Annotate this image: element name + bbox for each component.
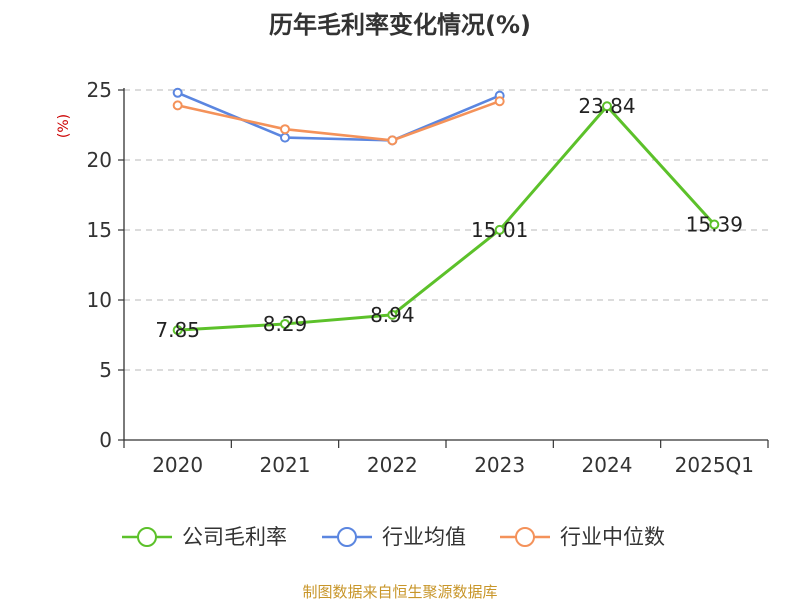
y-tick-label: 20: [87, 148, 112, 172]
data-point[interactable]: [494, 96, 505, 107]
data-label: 23.84: [578, 94, 635, 118]
data-label: 8.29: [263, 312, 308, 336]
series-line: [177, 104, 716, 332]
y-tick-label: 0: [99, 428, 112, 452]
data-label: 8.94: [370, 303, 415, 327]
data-label: 15.01: [471, 218, 528, 242]
source-note: 制图数据来自恒生聚源数据库: [302, 583, 497, 600]
axis-layer: 0 5 10 15 20 25 2020 2021 2022 2023 2024 2025Q1: [87, 78, 769, 477]
legend: 公司毛利率 行业均值 行业中位数: [122, 525, 665, 549]
x-tick-label: 2022: [367, 453, 418, 477]
data-point[interactable]: [280, 124, 290, 135]
data-label: 15.39: [686, 213, 743, 237]
legend-item[interactable]: 行业中位数: [500, 525, 665, 549]
x-tick-label: 2020: [152, 453, 203, 477]
legend-item[interactable]: 行业均值: [322, 525, 466, 549]
series-layer: [172, 87, 720, 336]
y-tick-label: 15: [87, 218, 112, 242]
data-point[interactable]: [602, 101, 612, 112]
data-point[interactable]: [709, 219, 720, 230]
data-point[interactable]: [172, 87, 183, 98]
data-point[interactable]: [387, 309, 398, 320]
legend-marker: [137, 527, 157, 547]
data-point[interactable]: [172, 325, 183, 336]
series-2: [172, 96, 505, 146]
legend-label: 行业均值: [382, 525, 466, 549]
series-0: [172, 101, 720, 336]
legend-marker: [337, 527, 357, 547]
data-point[interactable]: [280, 132, 290, 143]
x-tick-label: 2025Q1: [675, 453, 754, 477]
y-tick-label: 10: [87, 288, 112, 312]
legend-marker: [515, 527, 535, 547]
y-tick-label: 25: [87, 78, 112, 102]
legend-label: 公司毛利率: [182, 525, 287, 549]
grid-layer: [124, 89, 768, 371]
data-point[interactable]: [494, 224, 505, 235]
x-tick-label: 2023: [474, 453, 525, 477]
series-line: [177, 91, 501, 142]
x-tick-label: 2021: [260, 453, 311, 477]
y-tick-label: 5: [99, 358, 112, 382]
legend-item[interactable]: 公司毛利率: [122, 525, 287, 549]
y-axis-unit-label: (%): [56, 114, 72, 138]
series-line: [177, 99, 501, 142]
data-point[interactable]: [172, 100, 183, 111]
data-label: 7.85: [155, 318, 200, 342]
legend-label: 行业中位数: [560, 525, 665, 549]
data-point[interactable]: [387, 135, 398, 146]
data-point[interactable]: [280, 318, 290, 329]
x-tick-label: 2024: [582, 453, 633, 477]
chart-title: 历年毛利率变化情况(%): [269, 11, 531, 39]
data-label-layer: 7.85 8.29 8.94 15.01 23.84 15.39: [155, 94, 743, 342]
